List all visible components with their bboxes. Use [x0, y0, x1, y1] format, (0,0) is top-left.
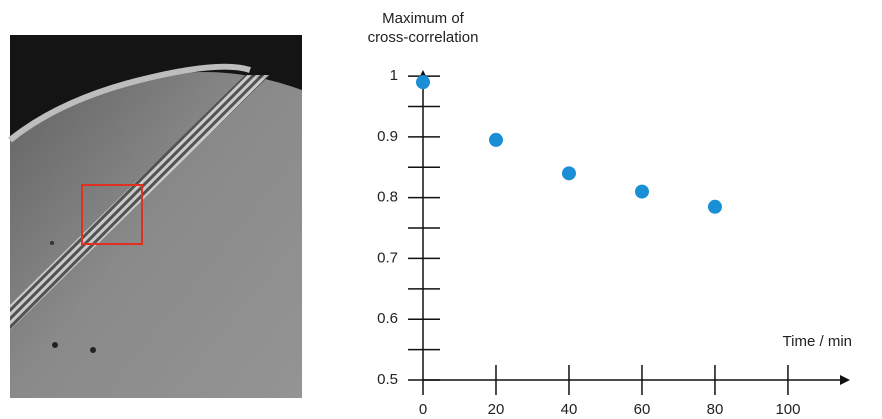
x-axis-label: Time / min	[783, 333, 852, 350]
point	[634, 184, 649, 199]
y-axis-label: Maximum of cross-correlation	[367, 10, 479, 46]
y-tick-label: 0.9	[377, 128, 398, 145]
point	[416, 75, 430, 90]
point	[707, 199, 722, 214]
y-tick-label: 0.8	[377, 189, 398, 206]
y-tick-label: 0.6	[377, 310, 398, 327]
x-tick-label: 100	[775, 401, 800, 418]
y-tick-label: 0.5	[377, 371, 398, 388]
micrograph	[8, 35, 302, 398]
region-box	[81, 184, 143, 245]
x-tick-label: 40	[561, 401, 578, 418]
y-tick-label: 0.7	[377, 249, 398, 266]
x-axis-arrow	[840, 375, 850, 385]
x-tick-label: 0	[419, 401, 427, 418]
point	[488, 132, 503, 147]
x-tick-label: 60	[634, 401, 651, 418]
x-tick-label: 80	[707, 401, 724, 418]
y-tick-label: 1	[390, 67, 398, 84]
x-tick-label: 20	[488, 401, 505, 418]
point	[561, 166, 576, 181]
